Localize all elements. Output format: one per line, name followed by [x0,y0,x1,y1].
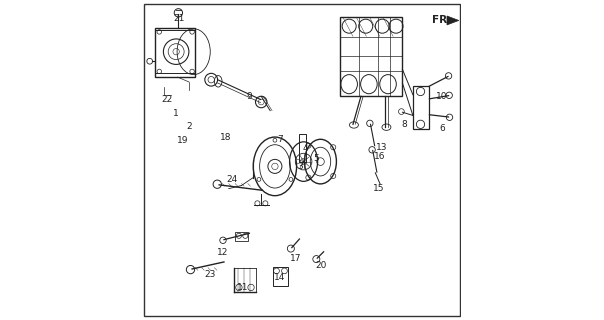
Text: 21: 21 [173,14,185,23]
Text: 14: 14 [274,273,285,282]
Text: 17: 17 [290,254,301,263]
Text: 1: 1 [173,109,179,118]
Bar [340,17,402,96]
Text: 24: 24 [226,175,237,184]
Text: 6: 6 [439,124,445,132]
Text: 10: 10 [437,92,448,101]
Text: 18: 18 [220,133,231,142]
Text: 7: 7 [277,135,283,144]
Text: 15: 15 [373,184,384,193]
Polygon shape [447,16,459,25]
Bar [235,232,248,241]
Text: 5: 5 [313,154,319,163]
Text: 3: 3 [298,162,303,171]
Text: 8: 8 [401,120,407,130]
Text: 19: 19 [177,136,188,145]
Text: 11: 11 [237,283,249,292]
Text: 9: 9 [246,92,252,101]
Text: FR.: FR. [432,15,451,26]
Text: 23: 23 [204,270,215,279]
Text: 20: 20 [315,261,327,270]
Bar [299,134,306,162]
Text: 16: 16 [374,152,386,161]
Text: 22: 22 [161,95,172,104]
Text: 4: 4 [303,144,308,153]
Text: 2: 2 [186,122,191,131]
Bar [413,86,429,129]
Text: 12: 12 [217,248,228,257]
Bar [155,28,195,77]
Text: 13: 13 [376,143,387,152]
Bar [272,267,288,286]
